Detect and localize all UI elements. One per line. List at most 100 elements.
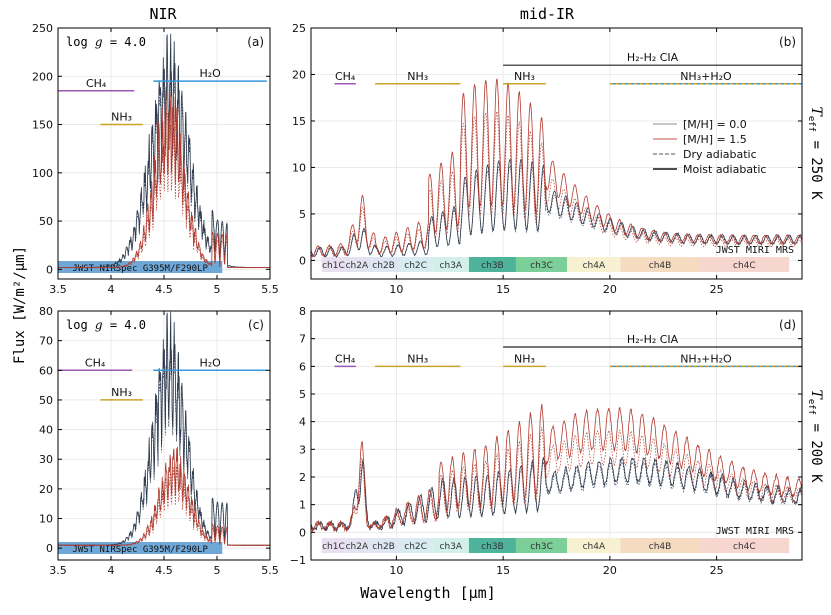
legend-label: Dry adiabatic (683, 148, 757, 161)
x-tick-label: 5 (214, 564, 221, 577)
band-label: NH₃ (514, 352, 535, 365)
series-line (311, 111, 802, 258)
y-tick-label: 0 (46, 263, 53, 276)
instrument-label: JWST MIRI MRS (716, 245, 794, 256)
y-tick-label: 50 (39, 394, 53, 407)
miri-channel-ch4C (699, 257, 790, 272)
miri-channel-ch2A (345, 538, 369, 553)
x-tick-label: 10 (389, 564, 403, 577)
miri-channel-ch3C (515, 257, 568, 272)
cia-label: H₂-H₂ CIA (627, 51, 679, 64)
x-tick-label: 4.5 (155, 564, 173, 577)
band-label: NH₃ (111, 111, 132, 124)
panel-label: (c) (248, 318, 264, 332)
miri-channel-label: ch4B (649, 261, 672, 271)
miri-channel-label: ch1C (322, 261, 345, 271)
band-label: NH₃ (407, 70, 428, 83)
miri-channel-label: ch2A (346, 542, 369, 552)
miri-channel-label: ch3A (440, 542, 463, 552)
x-tick-label: 25 (710, 564, 724, 577)
band-label: NH₃ (514, 70, 535, 83)
panel-label: (d) (779, 318, 796, 332)
y-tick-label: 15 (292, 115, 306, 128)
x-tick-label: 5.5 (261, 283, 279, 296)
miri-channel-label: ch4C (733, 261, 756, 271)
y-tick-label: 8 (299, 305, 306, 318)
y-tick-label: 0 (299, 526, 306, 539)
series-line (58, 446, 270, 546)
miri-channel-label: ch2C (404, 542, 427, 552)
series-line (311, 456, 802, 533)
x-tick-label: 15 (496, 283, 510, 296)
y-tick-label: 25 (292, 22, 306, 35)
x-tick-label: 10 (389, 283, 403, 296)
band-label: H₂O (199, 67, 221, 80)
series-line (58, 123, 270, 269)
y-tick-label: 5 (299, 208, 306, 221)
panel-a: JWST NIRSpec G395M/F290LP CH₄ H₂O NH₃ 3.5 4 4.… (32, 22, 279, 296)
band-label: CH₄ (335, 70, 356, 83)
y-tick-label: 1 (299, 499, 306, 512)
spectra (311, 78, 802, 258)
y-axis-label: Flux [W/m²/μm] (12, 246, 28, 364)
miri-channel-label: ch2C (404, 261, 427, 271)
miri-channel-ch3A (432, 257, 469, 272)
miri-channel-ch2C (398, 538, 433, 553)
instrument-label: JWST NIRSpec G395M/F290LP (72, 545, 208, 555)
band-label: CH₄ (86, 77, 107, 90)
spectra (58, 311, 270, 547)
x-tick-label: 4 (108, 283, 115, 296)
miri-channel-label: ch4C (733, 542, 756, 552)
band-label: CH₄ (85, 356, 106, 369)
legend-label: [M/H] = 0.0 (683, 118, 747, 131)
legend-label: Moist adiabatic (683, 163, 766, 176)
miri-channel-label: ch3B (481, 542, 504, 552)
x-tick-label: 4 (108, 564, 115, 577)
band-label: H₂O (199, 356, 221, 369)
miri-channel-ch1C (321, 257, 346, 272)
miri-channel-ch2A (345, 257, 369, 272)
miri-channel-label: ch1C (322, 542, 345, 552)
col-title-nir: NIR (149, 5, 177, 23)
miri-channel-ch2B (368, 257, 399, 272)
miri-channel-ch3C (515, 538, 568, 553)
x-tick-label: 4.5 (155, 283, 173, 296)
y-tick-label: 7 (299, 333, 306, 346)
panel-b: ch1C ch2A ch2B ch2C ch3A ch3B ch3C ch4A ch4B ch4C… (292, 22, 803, 296)
miri-channel-ch4A (567, 538, 621, 553)
axes-frame (310, 310, 803, 561)
y-tick-label: 0 (299, 254, 306, 267)
series-line (311, 78, 802, 258)
band-label: NH₃ (111, 386, 132, 399)
panel-d: ch1C ch2A ch2B ch2C ch3A ch3B ch3C ch4A ch4B ch4C… (290, 305, 803, 577)
series-line (311, 158, 802, 258)
x-tick-label: 5 (214, 283, 221, 296)
x-tick-label: 20 (603, 564, 617, 577)
y-tick-label: 4 (299, 416, 306, 429)
band-label: CH₄ (335, 352, 356, 365)
miri-channel-ch1C (321, 538, 346, 553)
spectra (58, 33, 270, 269)
band-label: NH₃+H₂O (680, 70, 732, 83)
row-label-200k: Teff = 200 K (806, 389, 824, 483)
miri-channel-ch3B (468, 257, 516, 272)
series-line (58, 91, 270, 268)
miri-channel-ch4B (620, 257, 700, 272)
miri-channel-label: ch4A (583, 261, 606, 271)
y-tick-label: 2 (299, 471, 306, 484)
instrument-bar (58, 261, 223, 273)
miri-channel-label: ch3B (481, 261, 504, 271)
y-tick-label: 3 (299, 443, 306, 456)
y-tick-label: 6 (299, 360, 306, 373)
y-tick-label: 100 (32, 167, 53, 180)
x-tick-label: 20 (603, 283, 617, 296)
legend-label: [M/H] = 1.5 (683, 133, 747, 146)
series-line (311, 403, 802, 533)
band-label: NH₃+H₂O (680, 352, 732, 365)
y-tick-label: 200 (32, 70, 53, 83)
y-tick-label: 30 (39, 453, 53, 466)
miri-channel-label: ch3C (530, 261, 553, 271)
y-tick-label: 5 (299, 388, 306, 401)
x-tick-label: 3.5 (49, 564, 67, 577)
